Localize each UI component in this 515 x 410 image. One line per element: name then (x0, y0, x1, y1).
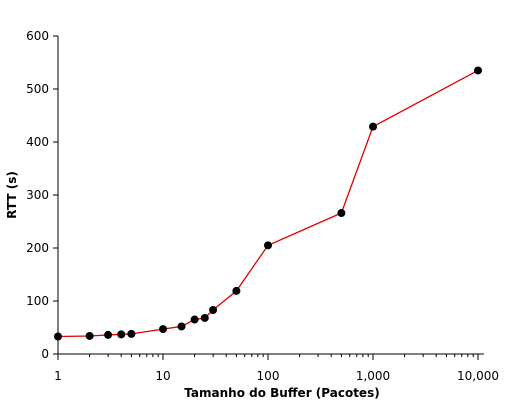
x-tick-label: 1 (54, 369, 62, 383)
y-tick-label: 600 (26, 29, 49, 43)
data-point (337, 209, 346, 218)
data-point (85, 331, 94, 340)
data-point (209, 306, 218, 315)
y-tick-label: 200 (26, 241, 49, 255)
series (54, 66, 482, 341)
data-point (474, 66, 482, 75)
y-tick-label: 0 (41, 347, 49, 361)
ticks: 0 100 200 300 400 500 600 1 10 100 1,000 10,000 (26, 29, 499, 383)
y-tick-label: 500 (26, 82, 49, 96)
data-point (104, 330, 113, 339)
data-point (264, 241, 272, 250)
data-point (190, 315, 199, 324)
data-point (127, 329, 136, 338)
axes (57, 36, 484, 355)
data-point (159, 325, 167, 334)
y-tick-label: 400 (26, 135, 49, 149)
x-tick-label: 100 (257, 369, 280, 383)
y-tick-label: 300 (26, 188, 49, 202)
y-tick-label: 100 (26, 294, 49, 308)
data-point (177, 322, 186, 331)
data-point (232, 286, 241, 295)
x-tick-label: 1,000 (356, 369, 390, 383)
data-point (54, 332, 62, 341)
series-line (57, 69, 479, 338)
data-point (369, 122, 377, 131)
data-point (200, 313, 209, 322)
x-axis-title: Tamanho do Buffer (Pacotes) (184, 386, 379, 400)
y-axis-title: RTT (s) (5, 171, 19, 219)
data-point (117, 330, 126, 339)
x-tick-label: 10,000 (457, 369, 499, 383)
x-tick-label: 10 (155, 369, 170, 383)
